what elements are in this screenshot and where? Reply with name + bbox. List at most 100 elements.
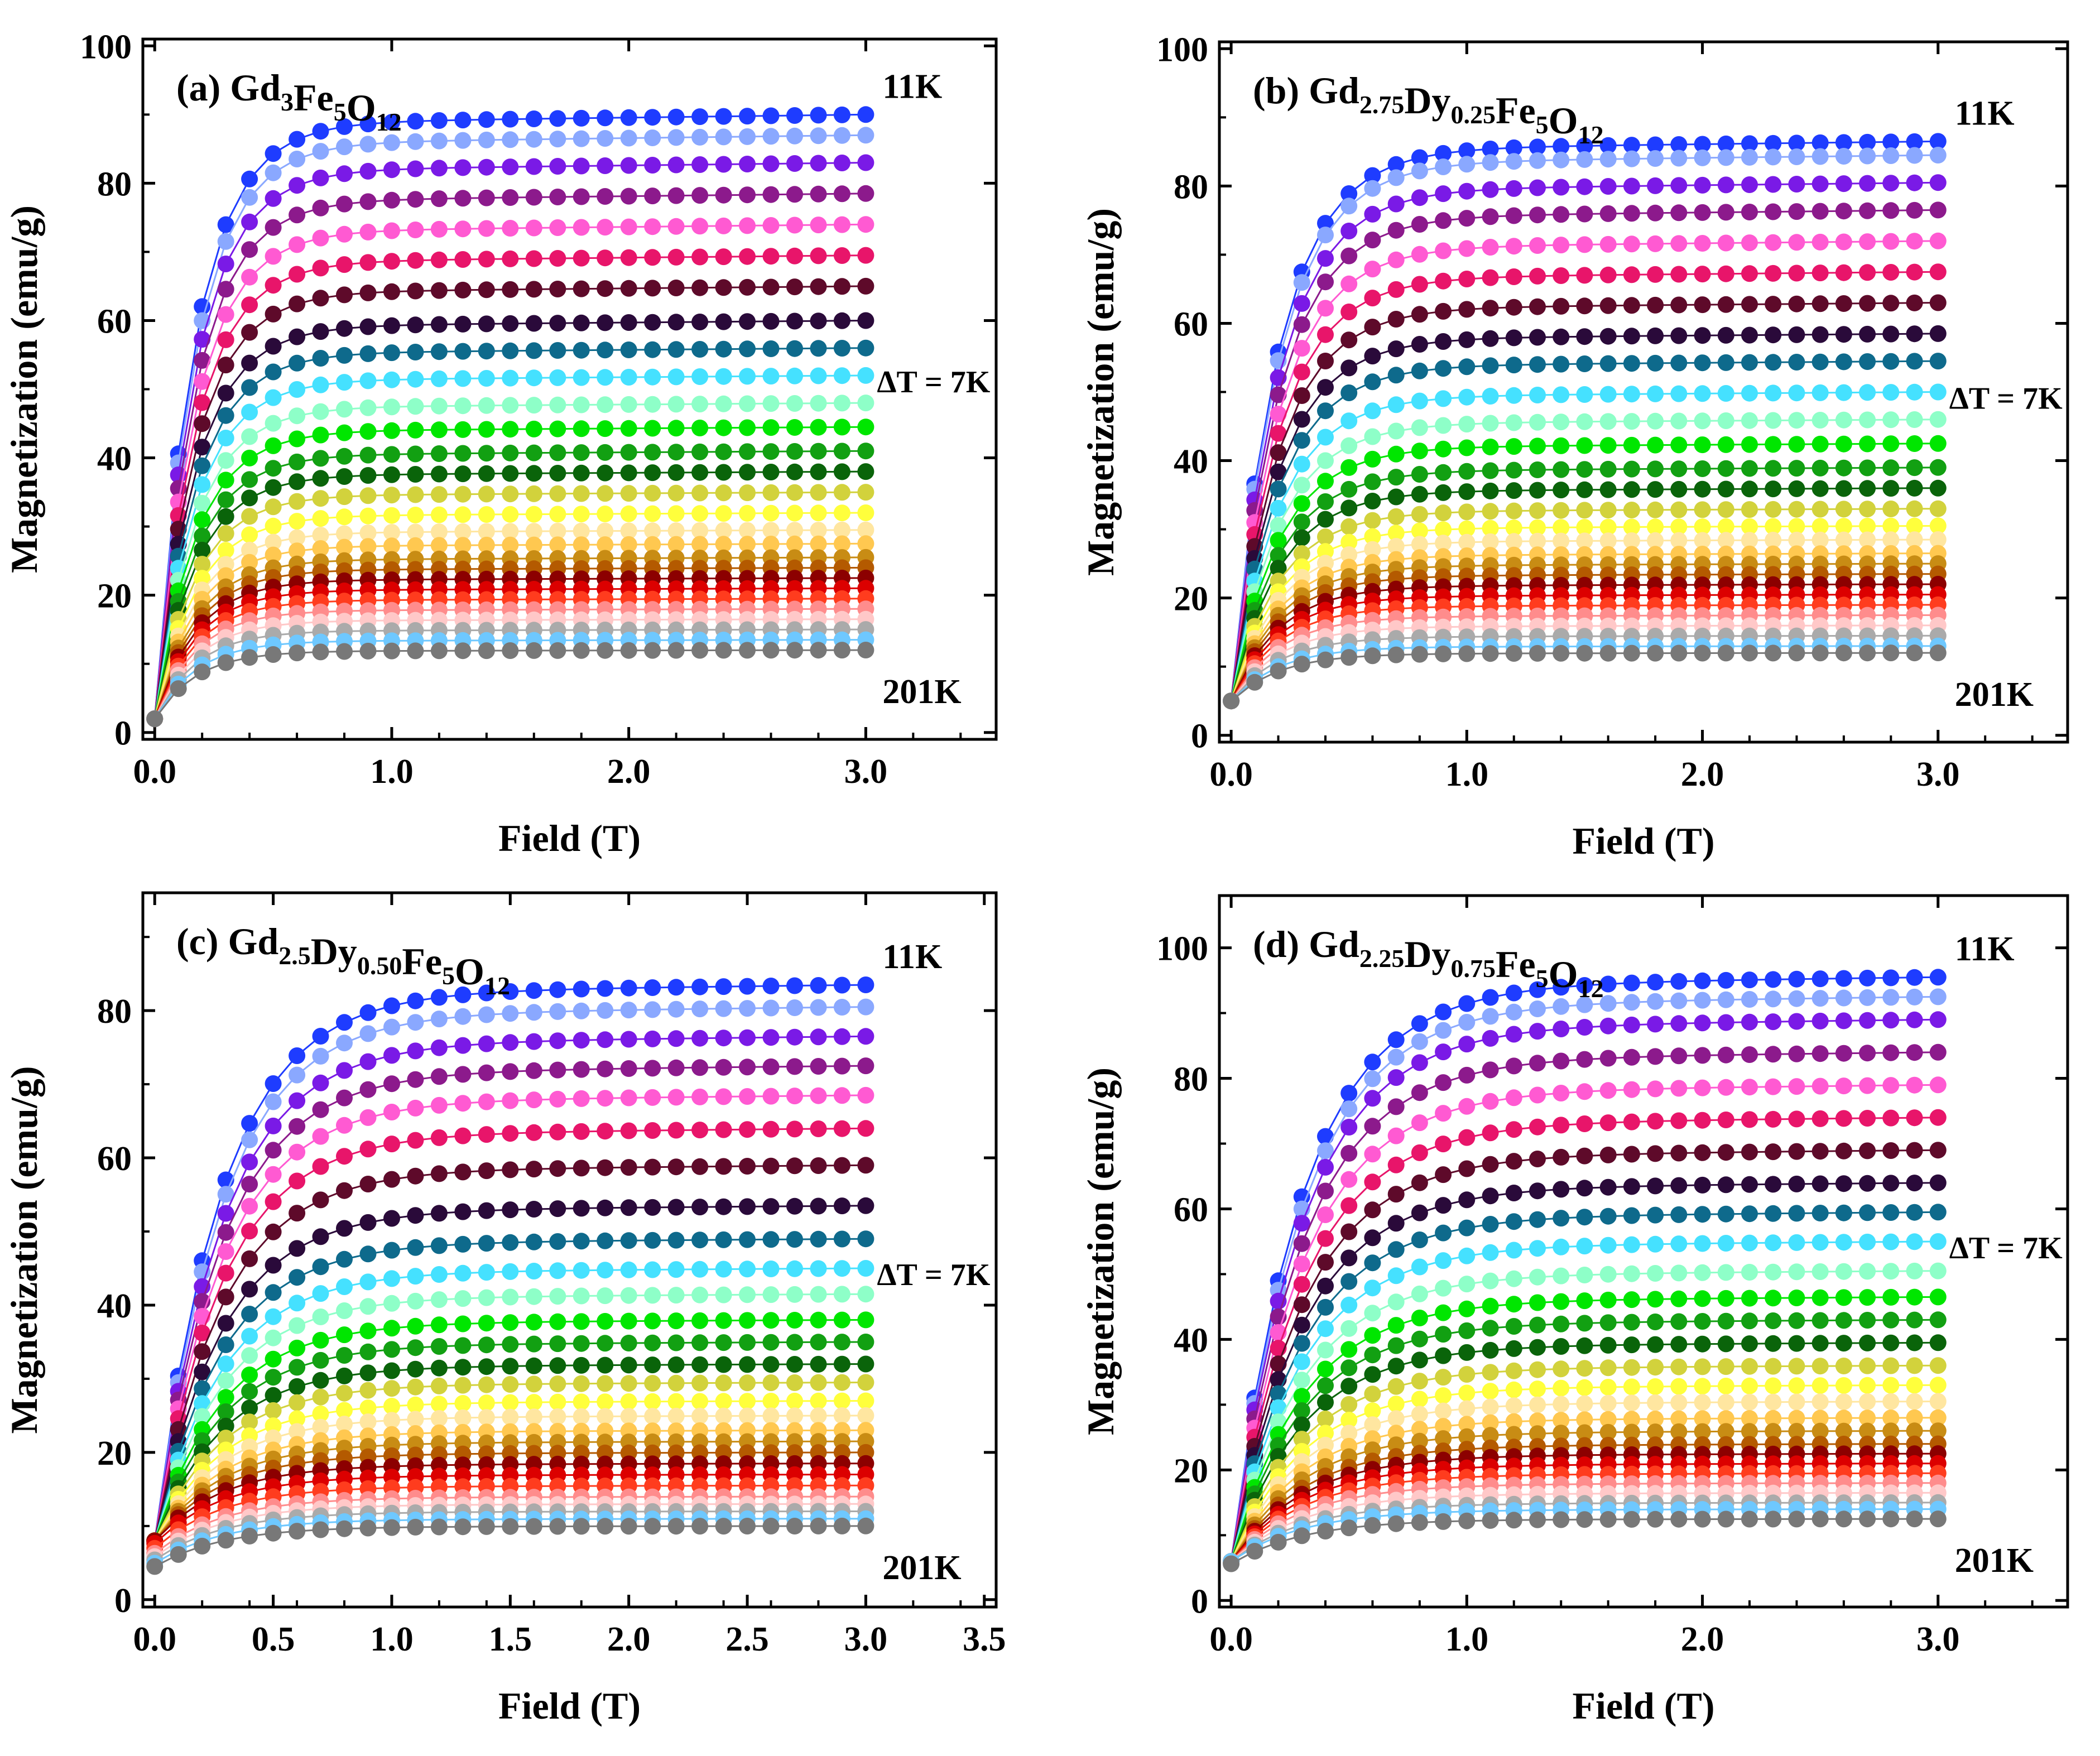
data-point xyxy=(715,419,732,436)
data-point xyxy=(715,1374,732,1392)
data-point xyxy=(241,1327,258,1345)
data-point xyxy=(1717,1394,1734,1411)
data-point xyxy=(833,1355,850,1373)
data-point xyxy=(620,642,637,659)
data-point xyxy=(502,1518,519,1535)
data-point xyxy=(810,1197,827,1215)
data-point xyxy=(1482,1124,1499,1142)
data-point xyxy=(383,1018,400,1036)
label-delta-T: ΔT = 7K xyxy=(1949,1231,2063,1266)
data-point xyxy=(762,1374,780,1392)
data-point xyxy=(739,1088,756,1105)
data-point xyxy=(1435,390,1452,407)
data-point xyxy=(1387,367,1405,384)
data-point xyxy=(383,283,400,300)
data-point xyxy=(430,1266,448,1283)
data-point xyxy=(667,522,685,540)
data-point xyxy=(336,1148,353,1165)
data-point xyxy=(1859,353,1876,370)
data-point xyxy=(667,218,685,235)
data-point xyxy=(478,1315,495,1332)
data-point xyxy=(1811,1234,1829,1251)
data-point xyxy=(1435,1003,1452,1021)
data-point xyxy=(1599,1207,1617,1225)
data-point xyxy=(1694,1014,1711,1032)
data-point xyxy=(454,1518,472,1536)
data-point xyxy=(833,1311,850,1329)
data-point xyxy=(1340,1119,1358,1136)
data-point xyxy=(1811,353,1829,371)
data-point xyxy=(857,463,874,480)
data-point xyxy=(739,340,756,358)
data-point xyxy=(1717,265,1734,282)
data-point xyxy=(478,281,495,299)
data-point xyxy=(1317,452,1334,469)
data-point xyxy=(573,444,590,461)
data-point xyxy=(430,112,448,129)
data-point xyxy=(1317,379,1334,396)
data-point xyxy=(1529,206,1546,224)
data-point xyxy=(1906,133,1923,150)
data-point xyxy=(1859,1204,1876,1221)
data-point xyxy=(1811,1077,1829,1095)
data-point xyxy=(1458,503,1476,521)
data-point xyxy=(1859,1334,1876,1351)
data-point xyxy=(312,1308,329,1325)
x-tick-label: 3.0 xyxy=(1916,1620,1960,1658)
plot-frame xyxy=(141,891,998,1609)
data-point xyxy=(1270,547,1287,564)
data-point xyxy=(1435,440,1452,458)
data-point xyxy=(1293,545,1310,562)
data-point xyxy=(1293,1276,1310,1293)
data-point xyxy=(525,1091,542,1109)
data-point xyxy=(359,1245,377,1263)
data-point xyxy=(715,128,732,146)
data-point xyxy=(1599,205,1617,222)
data-point xyxy=(289,1066,306,1084)
data-point xyxy=(1317,1142,1334,1160)
data-point xyxy=(1293,477,1310,494)
data-point xyxy=(597,280,614,297)
data-point xyxy=(1765,1013,1782,1031)
data-point xyxy=(1317,543,1334,560)
data-point xyxy=(1741,412,1758,429)
data-point xyxy=(1670,1410,1688,1427)
data-point xyxy=(691,978,709,995)
data-point xyxy=(1364,348,1381,365)
data-point xyxy=(1387,1515,1405,1532)
data-point xyxy=(1599,995,1617,1012)
data-point xyxy=(1317,1394,1334,1411)
data-point xyxy=(194,570,211,587)
data-point xyxy=(1741,296,1758,313)
data-point xyxy=(1929,1409,1947,1426)
data-point xyxy=(525,1062,542,1079)
data-point xyxy=(691,1374,709,1392)
data-point xyxy=(644,129,661,146)
data-point xyxy=(241,1131,258,1148)
data-point xyxy=(549,642,566,659)
data-point xyxy=(620,1232,637,1249)
data-point xyxy=(1340,546,1358,563)
data-point xyxy=(1387,525,1405,542)
data-point xyxy=(810,463,827,480)
data-point xyxy=(1340,1171,1358,1188)
data-point xyxy=(525,1518,542,1535)
data-point xyxy=(810,535,827,552)
data-point xyxy=(1741,480,1758,498)
data-point xyxy=(1387,488,1405,506)
data-point xyxy=(1835,480,1852,497)
data-point xyxy=(786,247,803,264)
data-point xyxy=(1694,480,1711,498)
data-point xyxy=(620,1031,637,1048)
data-point xyxy=(1835,411,1852,429)
data-point xyxy=(1364,1053,1381,1071)
data-point xyxy=(833,1374,850,1391)
data-point xyxy=(1387,469,1405,486)
data-point xyxy=(1765,518,1782,535)
data-point xyxy=(715,186,732,204)
data-point xyxy=(265,1093,282,1110)
data-point xyxy=(1906,1076,1923,1094)
data-point xyxy=(549,369,566,386)
data-point xyxy=(1411,485,1428,503)
